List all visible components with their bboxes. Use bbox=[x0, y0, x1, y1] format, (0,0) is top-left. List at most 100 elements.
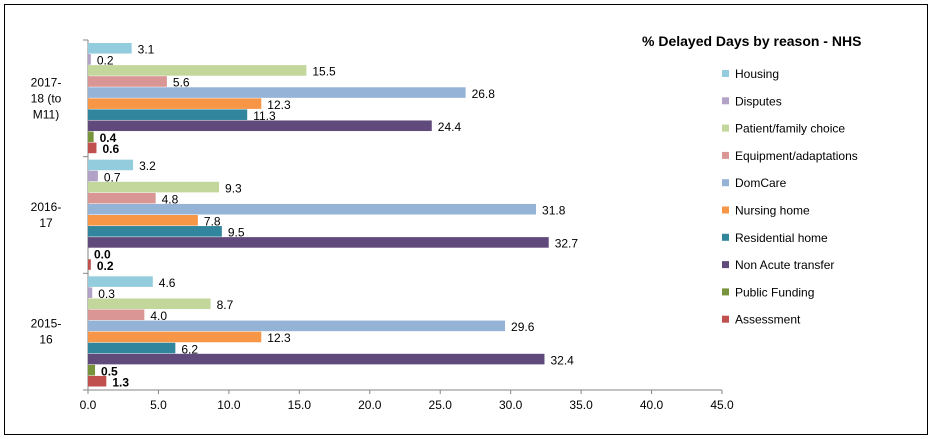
category-label-line: 2016- bbox=[31, 200, 62, 214]
data-label: 0.0 bbox=[94, 248, 111, 262]
x-tick-label: 45.0 bbox=[710, 398, 734, 412]
data-label: 0.7 bbox=[104, 170, 121, 184]
data-label: 0.4 bbox=[100, 131, 117, 145]
data-label: 24.4 bbox=[438, 120, 462, 134]
bar-equipment-adaptations bbox=[88, 192, 156, 204]
bar-disputes bbox=[88, 287, 93, 298]
x-tick-label: 0.0 bbox=[80, 398, 97, 412]
data-label: 0.3 bbox=[98, 287, 115, 301]
legend-label: Housing bbox=[735, 67, 779, 81]
bar-residential-home bbox=[88, 342, 176, 354]
bar-non-acute-transfer bbox=[88, 120, 432, 132]
x-tick-label: 20.0 bbox=[358, 398, 382, 412]
legend-swatch-housing bbox=[722, 70, 729, 77]
bar-assessment bbox=[88, 142, 97, 154]
data-label: 0.2 bbox=[97, 54, 114, 68]
data-label: 0.2 bbox=[97, 259, 114, 273]
data-label: 0.5 bbox=[101, 364, 118, 378]
legend-swatch-equipment-adaptations bbox=[722, 151, 729, 159]
bar-domcare bbox=[88, 87, 466, 98]
x-tick-label: 30.0 bbox=[499, 398, 523, 412]
x-tick-label: 15.0 bbox=[288, 398, 312, 412]
category-label-line: 2015- bbox=[31, 317, 62, 331]
data-label: 15.5 bbox=[312, 65, 336, 79]
x-tick-label: 35.0 bbox=[569, 398, 593, 412]
bar-housing bbox=[88, 43, 132, 54]
category-label: 2015- 16 bbox=[31, 317, 62, 347]
bar-public-funding bbox=[88, 131, 94, 143]
data-label: 4.0 bbox=[150, 309, 167, 323]
legend-label: Equipment/adaptations bbox=[735, 149, 858, 163]
bar-non-acute-transfer bbox=[88, 353, 545, 365]
data-label: 6.2 bbox=[181, 342, 198, 356]
bar-nursing-home bbox=[88, 98, 262, 109]
legend-label: Nursing home bbox=[735, 204, 810, 218]
legend-swatch-residential-home bbox=[722, 233, 729, 241]
bar-equipment-adaptations bbox=[88, 76, 167, 87]
legend-swatch-nursing-home bbox=[722, 206, 729, 214]
legend-swatch-disputes bbox=[722, 97, 729, 105]
legend-label: Non Acute transfer bbox=[735, 258, 834, 272]
bar-equipment-adaptations bbox=[88, 309, 145, 321]
x-tick-label: 10.0 bbox=[217, 398, 241, 412]
legend-label: Residential home bbox=[735, 231, 828, 245]
legend-swatch-domcare bbox=[722, 179, 729, 187]
data-label: 0.6 bbox=[102, 142, 119, 156]
data-label: 12.3 bbox=[267, 331, 291, 345]
data-label: 1.3 bbox=[112, 375, 129, 389]
category-label-line: 17 bbox=[39, 216, 53, 230]
bar-patient-family-choice bbox=[88, 65, 307, 76]
data-label: 3.1 bbox=[138, 43, 155, 57]
bar-housing bbox=[88, 159, 134, 171]
category-label-line: 16 bbox=[39, 333, 53, 347]
legend-label: Patient/family choice bbox=[735, 122, 845, 136]
data-label: 4.6 bbox=[159, 276, 176, 290]
legend-swatch-non-acute-transfer bbox=[722, 261, 729, 269]
legend-swatch-public-funding bbox=[722, 288, 729, 296]
x-tick-label: 25.0 bbox=[429, 398, 453, 412]
bar-housing bbox=[88, 276, 153, 287]
legend-label: Assessment bbox=[735, 313, 801, 327]
bar-domcare bbox=[88, 320, 506, 332]
bars-layer bbox=[88, 43, 549, 387]
legend-swatch-assessment bbox=[722, 315, 729, 323]
data-label: 26.8 bbox=[472, 87, 496, 101]
category-label-line: 2017- bbox=[31, 75, 62, 89]
bar-patient-family-choice bbox=[88, 181, 220, 193]
x-tick-label: 5.0 bbox=[150, 398, 167, 412]
bar-patient-family-choice bbox=[88, 298, 211, 310]
category-label-line: 18 (to bbox=[31, 91, 62, 105]
category-label: 2017- 18 (to M11) bbox=[31, 75, 62, 121]
legend-label: DomCare bbox=[735, 176, 787, 190]
bar-residential-home bbox=[88, 226, 222, 237]
data-label: 29.6 bbox=[511, 320, 535, 334]
legend-swatch-patient-family-choice bbox=[722, 124, 729, 132]
bar-nursing-home bbox=[88, 215, 198, 226]
data-label: 5.6 bbox=[173, 76, 190, 90]
data-label: 8.7 bbox=[217, 298, 234, 312]
legend-label: Disputes bbox=[735, 94, 782, 108]
bar-non-acute-transfer bbox=[88, 237, 549, 248]
data-label: 4.8 bbox=[162, 192, 179, 206]
bar-assessment bbox=[88, 375, 107, 387]
bar-disputes bbox=[88, 170, 98, 182]
x-tick-label: 40.0 bbox=[640, 398, 664, 412]
data-label: 3.2 bbox=[139, 159, 156, 173]
data-label: 32.4 bbox=[550, 353, 574, 367]
data-label: 11.3 bbox=[253, 109, 276, 123]
bar-public-funding bbox=[88, 364, 96, 376]
data-label: 31.8 bbox=[542, 203, 566, 217]
chart-title: % Delayed Days by reason - NHS bbox=[642, 33, 861, 49]
bar-nursing-home bbox=[88, 331, 262, 343]
legend-label: Public Funding bbox=[735, 285, 814, 299]
data-labels: 3.10.215.55.626.812.311.324.40.40.63.20.… bbox=[94, 43, 578, 390]
data-label: 9.5 bbox=[228, 226, 245, 240]
bar-disputes bbox=[88, 54, 91, 65]
bar-domcare bbox=[88, 203, 537, 215]
legend: Housing Disputes Patient/family choice Equi… bbox=[722, 67, 858, 327]
data-label: 32.7 bbox=[555, 237, 579, 251]
data-label: 9.3 bbox=[225, 181, 242, 195]
data-label: 12.3 bbox=[267, 98, 291, 112]
data-label: 7.8 bbox=[204, 215, 221, 229]
